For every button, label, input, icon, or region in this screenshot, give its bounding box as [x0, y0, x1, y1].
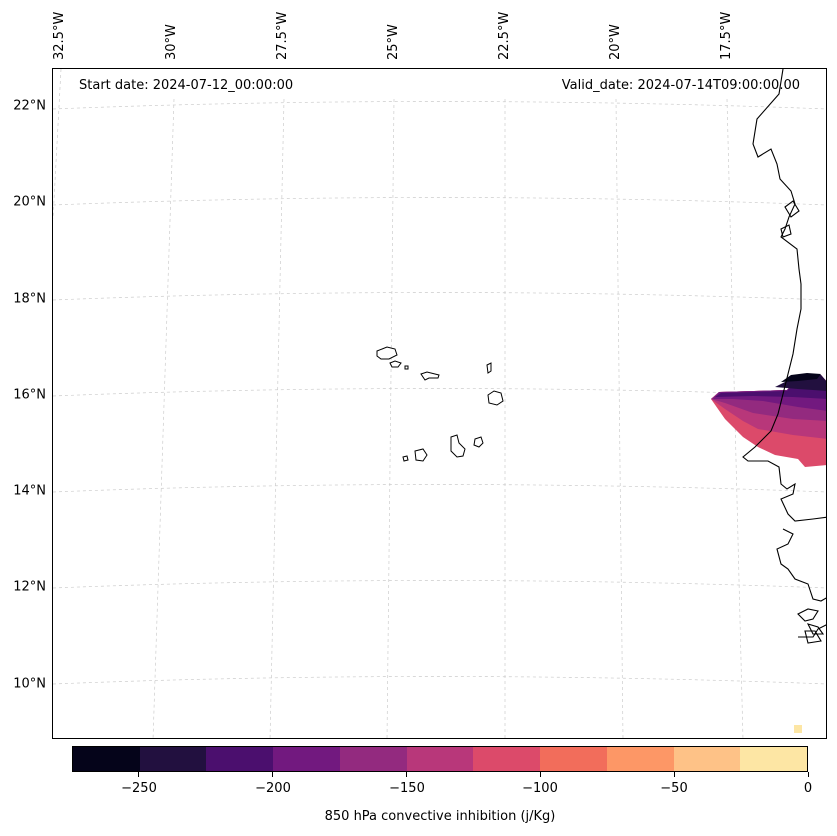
lat-label-20n: 20°N: [13, 194, 46, 210]
colorbar-swatch: [406, 747, 474, 771]
colorbar-swatch: [339, 747, 407, 771]
cin-region-7: [781, 373, 821, 382]
colorbar-swatch: [473, 747, 541, 771]
colorbar-title: 850 hPa convective inhibition (j/Kg): [324, 809, 556, 824]
valid-date-label: Valid_date: 2024-07-14T09:00:00.00: [561, 78, 800, 93]
colorbar-tick: [807, 772, 809, 777]
colorbar-swatch: [540, 747, 607, 771]
lon-label-20w: 20°W: [608, 24, 623, 60]
colorbar-swatch: [139, 747, 207, 771]
map-canvas: [53, 69, 826, 738]
colorbar-tick-label: −50: [660, 781, 688, 796]
lat-label-12n: 12°N: [13, 579, 46, 595]
island-santa-luzia: [404, 365, 409, 370]
colorbar-swatch: [740, 747, 808, 771]
cape-verde-islands: [376, 346, 504, 462]
colorbar-tick: [406, 772, 408, 777]
colorbar-tick: [272, 772, 274, 777]
colorbar: [72, 746, 808, 772]
colorbar-tick-label: −150: [389, 781, 425, 796]
island-santo-antao: [376, 346, 398, 360]
cin-pixel-small: [794, 725, 802, 733]
colorbar-tick-label: −250: [121, 781, 157, 796]
colorbar-swatch: [673, 747, 741, 771]
cin-field: [711, 373, 826, 733]
colorbar-swatch: [606, 747, 674, 771]
lat-label-10n: 10°N: [13, 676, 46, 692]
coastline: [742, 69, 826, 644]
colorbar-swatch: [273, 747, 340, 771]
lat-label-16n: 16°N: [13, 387, 46, 403]
lon-label-25w: 25°W: [386, 24, 401, 60]
colorbar-tick: [539, 772, 541, 777]
colorbar-tick-label: −100: [522, 781, 558, 796]
island-santiago: [450, 434, 466, 458]
island-maio: [473, 436, 484, 448]
colorbar-swatch: [73, 747, 140, 771]
gridlines: [53, 69, 826, 738]
colorbar-tick-label: −200: [255, 781, 291, 796]
lon-label-27-5w: 27.5°W: [275, 11, 290, 60]
colorbar-tick-label: 0: [803, 781, 813, 796]
colorbar-tick: [138, 772, 140, 777]
island-brava: [402, 455, 409, 462]
start-date-label: Start date: 2024-07-12_00:00:00: [79, 78, 294, 93]
lat-label-18n: 18°N: [13, 291, 46, 307]
lon-label-17-5w: 17.5°W: [719, 11, 734, 60]
lon-label-32-5w: 32.5°W: [52, 11, 67, 60]
map-panel: [52, 68, 827, 739]
lon-label-30w: 30°W: [164, 24, 179, 60]
island-fogo: [414, 448, 428, 462]
lon-label-22-5w: 22.5°W: [497, 11, 512, 60]
island-sao-nicolau: [420, 371, 440, 381]
lat-label-14n: 14°N: [13, 483, 46, 499]
colorbar-swatch: [206, 747, 274, 771]
lat-label-22n: 22°N: [13, 98, 46, 114]
island-sal: [486, 362, 492, 374]
island-sao-vicente: [389, 360, 402, 368]
island-boa-vista: [487, 390, 504, 406]
colorbar-tick: [673, 772, 675, 777]
